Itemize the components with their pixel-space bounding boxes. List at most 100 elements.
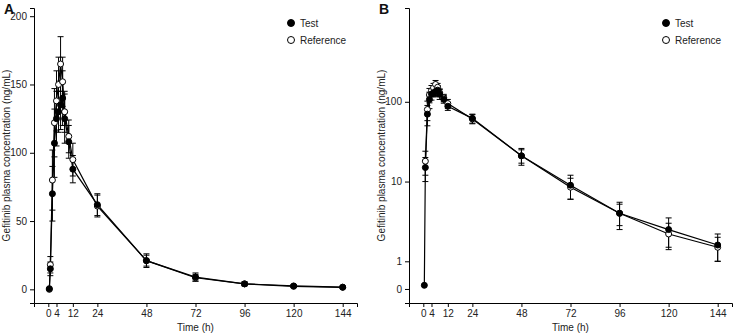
- legend-label: Test: [675, 18, 694, 29]
- legend-label: Reference: [300, 35, 347, 46]
- x-tick-label: 48: [516, 308, 528, 319]
- y-tick-label: 1: [396, 256, 402, 267]
- x-tick: 12: [443, 303, 455, 319]
- y-tick-mark: [405, 289, 409, 290]
- data-point: [437, 91, 443, 97]
- data-point: [70, 166, 76, 172]
- data-point: [94, 202, 100, 208]
- y-axis: 050100150200: [10, 9, 34, 304]
- data-point: [469, 115, 475, 121]
- chart-root: 041224487296120144050100150200AGefitinib…: [0, 0, 750, 335]
- error-bar: [193, 273, 199, 281]
- x-tick-mark: [472, 303, 473, 307]
- y-axis-line: [405, 9, 410, 304]
- x-tick-label: 12: [68, 308, 80, 319]
- series-line: [49, 98, 342, 289]
- data-point: [62, 116, 68, 122]
- error-bar: [568, 175, 574, 199]
- data-point: [422, 158, 428, 164]
- error-bar: [242, 282, 248, 286]
- data-point: [47, 266, 53, 272]
- plot-area: [421, 80, 720, 288]
- data-point: [242, 281, 248, 287]
- series-line: [424, 90, 717, 285]
- x-tick-label: 96: [240, 308, 252, 319]
- y-tick-mark: [405, 261, 409, 262]
- y-tick-label: 100: [385, 96, 402, 107]
- data-point: [715, 242, 721, 248]
- error-bar: [715, 234, 721, 261]
- x-tick: 48: [141, 303, 153, 319]
- x-tick-label: 144: [710, 308, 727, 319]
- x-tick-label: 96: [615, 308, 627, 319]
- error-bar: [94, 194, 100, 216]
- x-tick-mark: [718, 303, 719, 307]
- x-tick-label: 24: [92, 308, 104, 319]
- x-tick-mark: [448, 303, 449, 307]
- error-bar: [617, 202, 623, 229]
- x-tick: 24: [467, 303, 479, 319]
- data-point: [46, 286, 52, 292]
- x-tick-mark: [343, 303, 344, 307]
- panel-title: A: [4, 1, 14, 17]
- y-tick-mark: [30, 16, 34, 17]
- data-point: [518, 153, 524, 159]
- y-axis-title: Gefitinib plasma concentration (ng/mL): [1, 70, 12, 242]
- error-bar: [445, 102, 451, 110]
- x-tick-mark: [521, 303, 522, 307]
- y-axis-line: [30, 9, 35, 304]
- x-tick: 120: [286, 303, 303, 319]
- data-point: [56, 109, 62, 115]
- x-tick-mark: [245, 303, 246, 307]
- data-point: [445, 103, 451, 109]
- x-tick: 4: [54, 303, 60, 319]
- data-point: [469, 116, 475, 122]
- x-tick-mark: [56, 303, 57, 307]
- y-tick-label: 0: [396, 284, 402, 295]
- y-tick: 150: [10, 79, 34, 90]
- x-tick-mark: [196, 303, 197, 307]
- x-tick-label: 4: [429, 308, 435, 319]
- data-point: [66, 139, 72, 145]
- data-point: [617, 210, 623, 216]
- legend-marker: [288, 20, 295, 27]
- y-tick-label: 100: [10, 147, 27, 158]
- y-tick: 0: [21, 284, 34, 295]
- plot-area: [46, 37, 345, 293]
- data-point: [193, 275, 199, 281]
- data-point: [422, 165, 428, 171]
- x-tick-label: 120: [661, 308, 678, 319]
- x-tick-mark: [146, 303, 147, 307]
- x-tick-label: 24: [467, 308, 479, 319]
- x-tick: 48: [516, 303, 528, 319]
- data-point: [60, 79, 66, 85]
- x-tick-mark: [431, 303, 432, 307]
- data-point: [291, 283, 297, 289]
- data-point: [143, 258, 149, 264]
- x-tick-mark: [620, 303, 621, 307]
- data-point: [60, 95, 66, 101]
- x-tick: 120: [661, 303, 678, 319]
- y-tick: 1: [396, 256, 409, 267]
- data-point: [441, 96, 447, 102]
- error-bar: [143, 254, 149, 268]
- y-tick-mark: [30, 221, 34, 222]
- data-point: [568, 182, 574, 188]
- x-tick-mark: [669, 303, 670, 307]
- error-bar: [193, 274, 199, 281]
- series-line: [49, 64, 342, 289]
- y-tick: 100: [385, 96, 409, 107]
- data-point: [424, 111, 430, 117]
- y-tick-mark: [30, 289, 34, 290]
- x-tick: 0: [46, 303, 52, 319]
- x-tick-mark: [73, 303, 74, 307]
- x-axis-title: Time (h): [177, 322, 214, 333]
- legend-label: Reference: [675, 35, 722, 46]
- y-tick-label: 50: [16, 216, 28, 227]
- x-tick-mark: [423, 303, 424, 307]
- y-tick-mark: [405, 102, 409, 103]
- data-point: [58, 61, 64, 67]
- y-axis: 0110100: [385, 9, 409, 304]
- legend-marker: [288, 37, 295, 44]
- data-point: [518, 153, 524, 159]
